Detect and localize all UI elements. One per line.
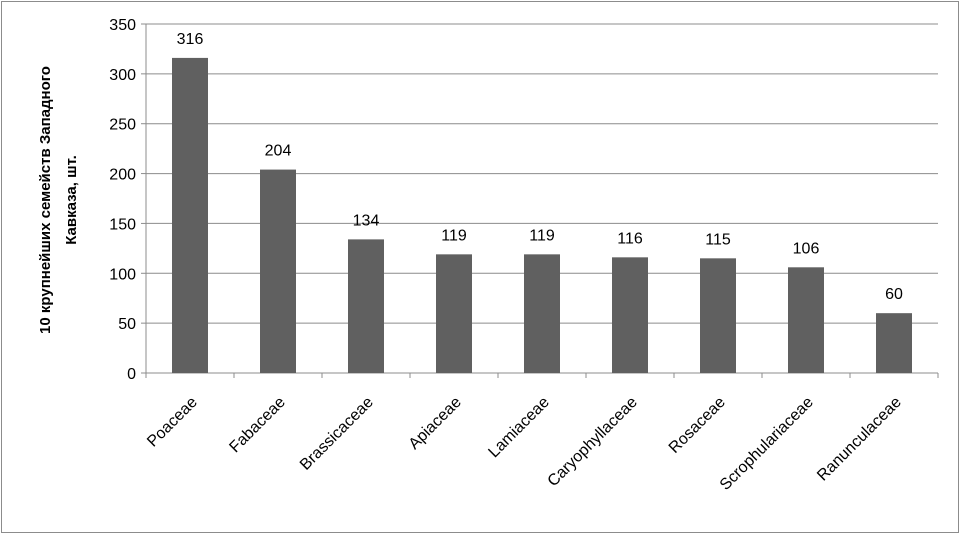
bar-rosaceae <box>700 258 736 373</box>
data-label: 115 <box>705 231 731 248</box>
data-label: 119 <box>529 227 555 244</box>
x-tick-label: Lamiaceae <box>485 394 552 461</box>
x-tick-label: Brassicaceae <box>297 394 377 474</box>
data-label: 316 <box>177 31 204 48</box>
y-axis-label-line-2: Кавказа, шт. <box>63 155 80 245</box>
x-tick-label: Ranunculaceae <box>814 394 905 485</box>
y-tick-label: 350 <box>109 17 136 34</box>
y-tick-label: 150 <box>109 216 136 233</box>
y-tick-label: 250 <box>109 117 136 134</box>
x-tick-label: Fabaceae <box>226 394 288 456</box>
bar-scrophulariaceae <box>788 267 824 373</box>
labels: 0 50 100 150 200 250 300 350 316 Poaceae 204 Fabace… <box>109 17 905 494</box>
data-label: 134 <box>353 212 380 229</box>
data-label: 116 <box>617 230 643 247</box>
y-tick-label: 200 <box>109 167 136 184</box>
bar-fabaceae <box>260 169 296 373</box>
bars <box>172 57 912 373</box>
x-tick-label: Caryophyllaceae <box>545 394 641 490</box>
y-tick-label: 50 <box>118 316 136 333</box>
data-label: 106 <box>793 240 820 257</box>
data-label: 204 <box>265 143 292 160</box>
data-label: 119 <box>441 227 467 244</box>
bar-apiaceae <box>436 254 472 373</box>
bar-lamiaceae <box>524 254 560 373</box>
x-tick-label: Rosaceae <box>666 394 729 457</box>
bar-poaceae <box>172 57 208 373</box>
x-tick-label: Poaceae <box>144 394 201 451</box>
bar-ranunculaceae <box>876 313 912 373</box>
y-axis-label-line-1: 10 крупнейших семейств Западного <box>37 66 54 334</box>
bar-brassicaceae <box>348 239 384 373</box>
x-tick-label: Scrophulariaceae <box>717 394 817 494</box>
x-tick-label: Apiaceae <box>406 394 465 453</box>
y-axis-label: 10 крупнейших семейств Западного Кавказа… <box>37 66 80 334</box>
data-label: 60 <box>885 286 903 303</box>
y-tick-label: 100 <box>109 266 136 283</box>
y-tick-label: 0 <box>127 366 136 383</box>
bar-caryophyllaceae <box>612 257 648 373</box>
y-tick-label: 300 <box>109 67 136 84</box>
